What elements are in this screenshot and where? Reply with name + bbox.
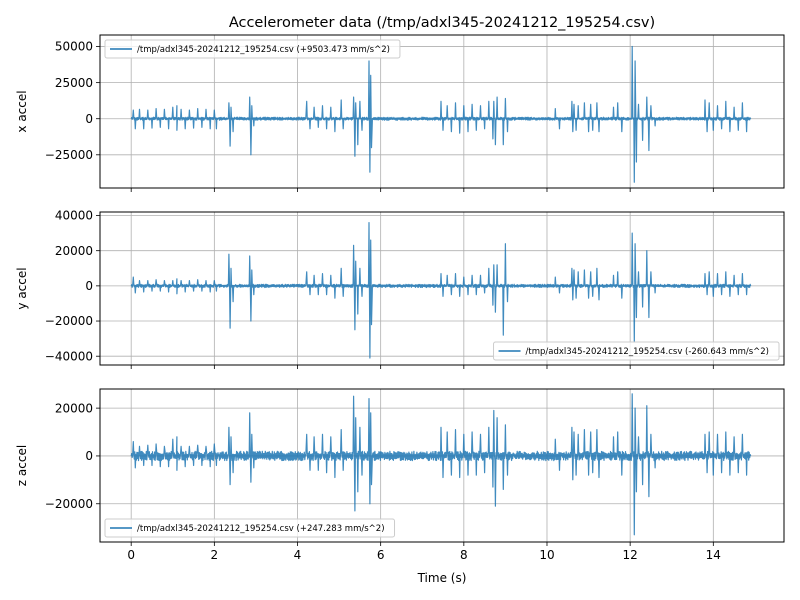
z-accel-xtick-label: 2 — [211, 548, 219, 562]
x-accel-ytick-label: −25000 — [45, 148, 93, 162]
y-accel-legend-label: /tmp/adxl345-20241212_195254.csv (-260.6… — [526, 347, 769, 357]
chart-title: Accelerometer data (/tmp/adxl345-2024121… — [229, 15, 655, 31]
z-accel-axes-frame — [99, 388, 785, 543]
z-accel-ticks: 0 2 4 6 8 10 12 14 −20000 0 20000 — [45, 401, 721, 562]
z-accel-legend-box — [104, 518, 396, 538]
z-accel-panel: 0 2 4 6 8 10 12 14 −20000 0 20000 z accel /tmp/adx… — [15, 388, 785, 562]
x-accel-legend-label: /tmp/adxl345-20241212_195254.csv (+9503.… — [137, 45, 390, 55]
z-accel-ylabel: z accel — [15, 445, 29, 486]
x-accel-ylabel: x accel — [15, 90, 29, 132]
x-accel-legend: /tmp/adxl345-20241212_195254.csv (+9503.… — [104, 39, 401, 59]
x-accel-legend-box — [104, 39, 401, 59]
x-accel-ticks: −25000 0 25000 50000 — [45, 40, 714, 192]
y-accel-ylabel: y accel — [15, 267, 29, 309]
z-accel-xtick-label: 0 — [127, 548, 135, 562]
y-accel-ticks: −40000 −20000 0 20000 40000 — [45, 209, 714, 369]
y-accel-gridlines — [100, 212, 784, 365]
z-accel-xtick-label: 4 — [294, 548, 302, 562]
y-accel-ytick-label: 0 — [85, 279, 93, 293]
x-accel-ytick-label: 25000 — [55, 76, 93, 90]
z-accel-legend: /tmp/adxl345-20241212_195254.csv (+247.2… — [104, 518, 396, 538]
x-accel-ytick-label: 0 — [85, 112, 93, 126]
y-accel-ytick-label: 40000 — [55, 209, 93, 223]
x-axis-label: Time (s) — [417, 571, 467, 585]
y-accel-legend: /tmp/adxl345-20241212_195254.csv (-260.6… — [493, 341, 780, 361]
z-accel-xtick-label: 8 — [460, 548, 468, 562]
x-accel-ytick-label: 50000 — [55, 40, 93, 54]
z-accel-ytick-label: −20000 — [45, 497, 93, 511]
y-accel-ytick-label: −40000 — [45, 349, 93, 363]
z-accel-xtick-label: 12 — [623, 548, 638, 562]
x-accel-axes-frame — [99, 34, 785, 189]
z-accel-legend-label: /tmp/adxl345-20241212_195254.csv (+247.2… — [137, 524, 385, 534]
x-accel-series-line — [130, 45, 752, 183]
z-accel-ytick-label: 0 — [85, 449, 93, 463]
z-accel-series-line — [130, 393, 752, 536]
y-accel-panel: −40000 −20000 0 20000 40000 y accel /tmp/adx… — [15, 209, 785, 369]
z-accel-xtick-label: 6 — [377, 548, 385, 562]
y-accel-series-line — [130, 222, 752, 359]
y-accel-ytick-label: −20000 — [45, 314, 93, 328]
y-accel-legend-box — [493, 341, 780, 361]
x-accel-panel: −25000 0 25000 50000 x accel /tmp/adxl345-2… — [15, 34, 785, 192]
z-accel-xtick-label: 14 — [706, 548, 721, 562]
y-accel-ytick-label: 20000 — [55, 244, 93, 258]
z-accel-xtick-label: 10 — [539, 548, 554, 562]
y-accel-axes-frame — [99, 211, 785, 366]
z-accel-ytick-label: 20000 — [55, 401, 93, 415]
